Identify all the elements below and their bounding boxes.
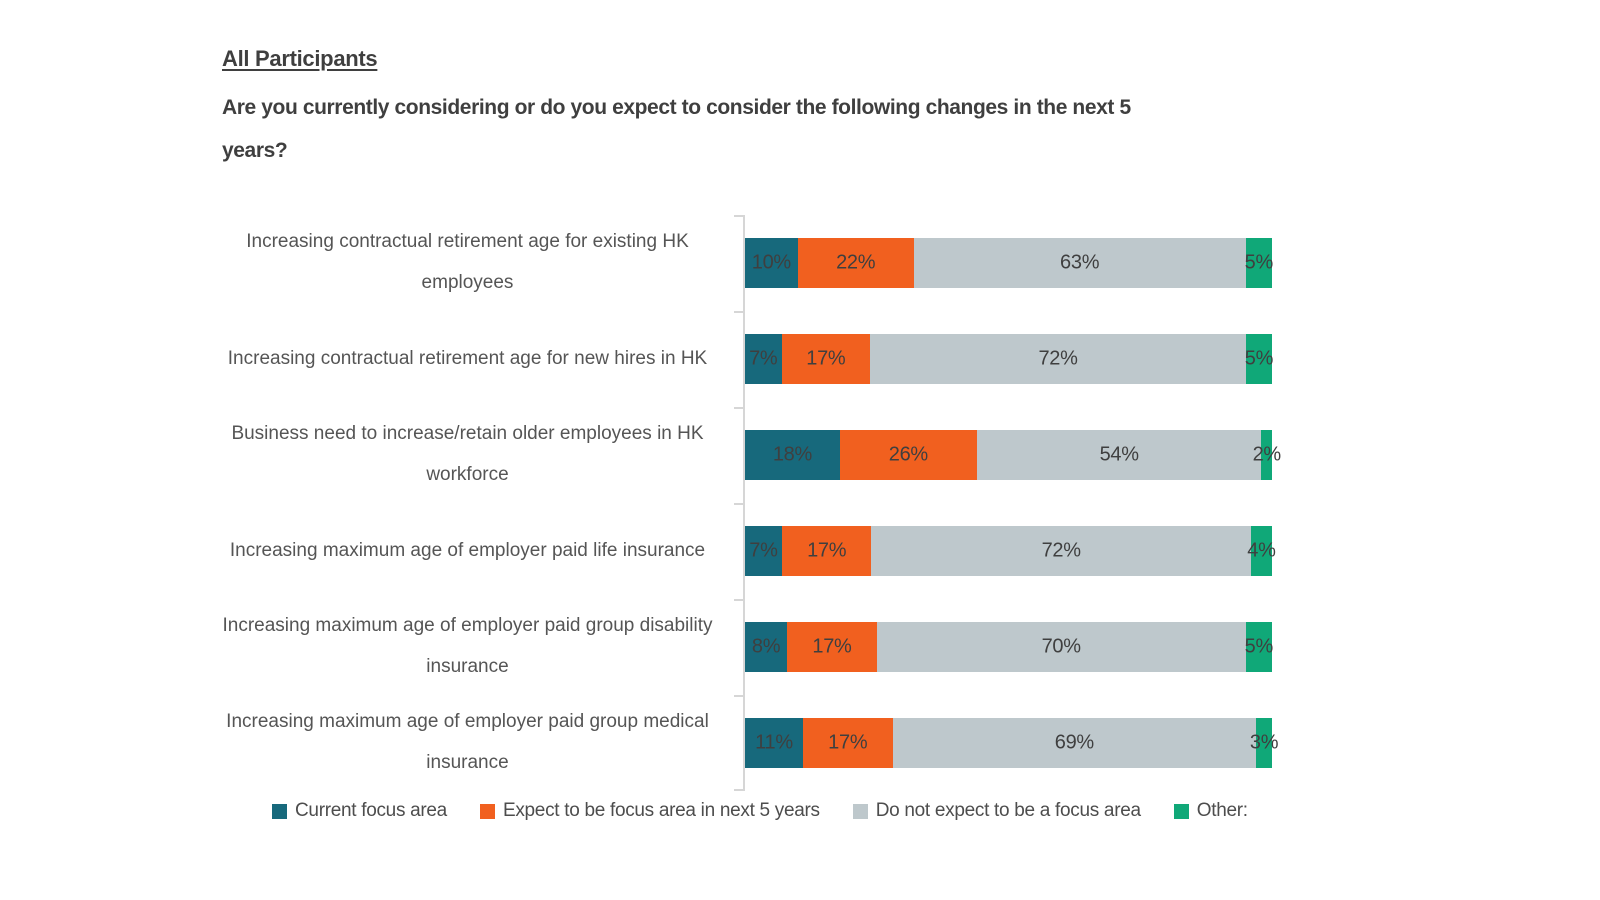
legend-label: Other: [1196,800,1248,821]
category-label: Business need to increase/retain older e… [231,423,704,485]
bar-segment-do-not-expect-to-be-a-focus-area: 72% [870,334,1246,384]
axis-tick [734,215,743,217]
bar-value-label: 26% [888,443,928,466]
bar-segment-do-not-expect-to-be-a-focus-area: 54% [976,430,1262,480]
bar-segment-current-focus-area: 7% [745,526,782,576]
bar-value-label: 18% [772,443,812,466]
chart-body: Increasing contractual retirement age fo… [210,215,1281,791]
axis-tick [734,503,743,505]
survey-question: Are you currently considering or do you … [222,96,1131,163]
bar-segment-expect-to-be-focus-area-in-next-5-years: 22% [797,238,914,288]
bar-value-label: 17% [812,635,852,658]
category-labels: Increasing contractual retirement age fo… [210,215,725,791]
bar-value-label: 70% [1041,635,1081,658]
bar-segment-current-focus-area: 11% [745,718,803,768]
stacked-bar-chart: Increasing contractual retirement age fo… [210,215,1281,791]
bar-track: 18% 26% 54% 2% [745,430,1281,480]
legend-item-expect-to-be-focus-area-in-next-5-years: Expect to be focus area in next 5 years [479,800,820,822]
bar-row: 8% 17% 70% 5% [745,599,1274,695]
bar-value-label: 54% [1099,443,1139,466]
category-label: Increasing maximum age of employer paid … [226,711,709,773]
legend-label: Do not expect to be a focus area [875,800,1141,821]
bar-segment-expect-to-be-focus-area-in-next-5-years: 17% [802,718,893,768]
bar-value-label: 3% [1249,731,1279,754]
bar-value-label: 69% [1054,731,1094,754]
bar-segment-current-focus-area: 8% [745,622,788,672]
category-label: Increasing maximum age of employer paid … [229,539,706,561]
bar-track: 7% 17% 72% 5% [745,334,1274,384]
bar-segment-other: 2% [1253,430,1281,480]
bar-segment-expect-to-be-focus-area-in-next-5-years: 17% [781,334,871,384]
legend-swatch [479,803,495,819]
category-label: Increasing contractual retirement age fo… [227,347,708,369]
bar-value-label: 63% [1060,251,1100,274]
bar-segment-current-focus-area: 18% [745,430,840,480]
bar-value-label: 7% [749,347,778,370]
header: All Participants Are you currently consi… [222,46,1172,172]
bar-segment-expect-to-be-focus-area-in-next-5-years: 17% [781,526,872,576]
bar-value-label: 17% [828,731,868,754]
category-label: Increasing maximum age of employer paid … [222,615,713,677]
bar-value-label: 5% [1244,347,1274,370]
bar-track: 8% 17% 70% 5% [745,622,1274,672]
legend-swatch [1173,803,1189,819]
bar-segment-expect-to-be-focus-area-in-next-5-years: 26% [839,430,977,480]
bar-segment-other: 3% [1250,718,1279,768]
bar-segment-current-focus-area: 10% [745,238,798,288]
bar-value-label: 11% [755,731,793,754]
page-title: All Participants [222,46,378,71]
bar-value-label: 10% [751,251,791,274]
bar-row: 10% 22% 63% 5% [745,215,1274,311]
bar-row: 11% 17% 69% 3% [745,695,1279,791]
bar-value-label: 17% [806,347,846,370]
bar-value-label: 5% [1244,635,1274,658]
bar-segment-other: 5% [1244,238,1274,288]
plot-area: 10% 22% 63% 5% 7% 17% 72% 5% 18% 26% 54% 2% 7% 17% 72%… [734,215,1281,791]
legend-label: Current focus area [295,800,447,821]
bar-segment-do-not-expect-to-be-a-focus-area: 72% [871,526,1251,576]
bar-value-label: 22% [836,251,876,274]
bar-value-label: 7% [749,539,778,562]
bar-value-label: 17% [807,539,847,562]
bar-segment-other: 5% [1244,334,1274,384]
bar-segment-other: 5% [1244,622,1274,672]
bar-value-label: 2% [1252,443,1282,466]
bar-segment-do-not-expect-to-be-a-focus-area: 69% [892,718,1257,768]
bar-segment-other: 4% [1247,526,1276,576]
bar-segment-do-not-expect-to-be-a-focus-area: 70% [876,622,1246,672]
axis-tick [734,407,743,409]
bar-value-label: 72% [1038,347,1078,370]
category-label: Increasing contractual retirement age fo… [246,231,689,293]
bar-value-label: 8% [751,635,781,658]
legend-swatch [852,803,868,819]
bar-value-label: 72% [1041,539,1081,562]
legend-item-current-focus-area: Current focus area [272,800,447,822]
legend-swatch [272,803,287,819]
bar-track: 11% 17% 69% 3% [745,718,1279,768]
bar-track: 7% 17% 72% 4% [745,526,1276,576]
bar-segment-do-not-expect-to-be-a-focus-area: 63% [913,238,1246,288]
bar-value-label: 4% [1247,539,1276,562]
bar-value-label: 5% [1244,251,1274,274]
bar-row: 7% 17% 72% 5% [745,311,1274,407]
axis-tick [734,695,743,697]
axis-tick [734,599,743,601]
bar-segment-current-focus-area: 7% [745,334,782,384]
bar-row: 7% 17% 72% 4% [745,503,1276,599]
axis-tick [734,789,743,791]
legend: Current focus area Expect to be focus are… [272,800,1248,822]
axis-tick [734,311,743,313]
bar-segment-expect-to-be-focus-area-in-next-5-years: 17% [787,622,877,672]
legend-label: Expect to be focus area in next 5 years [502,800,820,821]
bar-row: 18% 26% 54% 2% [745,407,1281,503]
bar-track: 10% 22% 63% 5% [745,238,1274,288]
legend-item-do-not-expect-to-be-a-focus-area: Do not expect to be a focus area [852,800,1141,822]
legend-item-other: Other: [1173,800,1248,822]
